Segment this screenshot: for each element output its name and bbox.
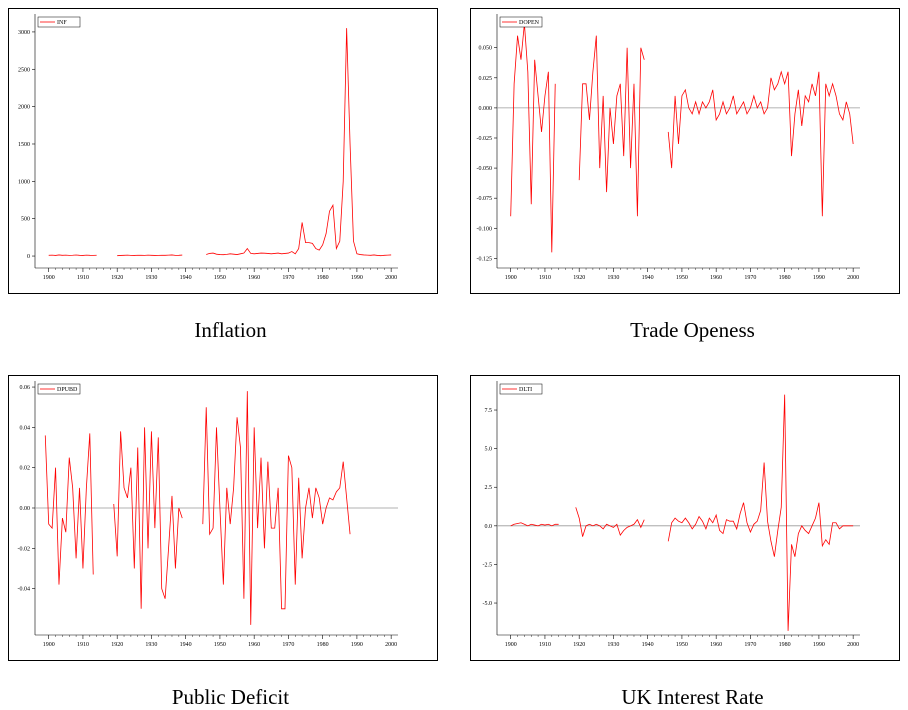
series-line	[48, 28, 392, 257]
series-line	[44, 391, 351, 625]
legend-box	[499, 16, 543, 28]
x-tick-label: 1900	[43, 642, 55, 648]
y-tick-label: -0.075	[477, 196, 493, 202]
x-tick-label: 1990	[351, 275, 363, 281]
chart-caption: Public Deficit	[172, 685, 289, 705]
x-tick-label: 1970	[744, 642, 756, 648]
y-tick-label: -0.025	[477, 136, 493, 142]
legend-label: INF	[57, 20, 67, 26]
y-tick-label: 500	[21, 217, 30, 223]
legend-box	[499, 383, 543, 395]
chart-panel: 0.050 0.025 0.000 -0.025 -0.050 -0.075 -0.100 -…	[470, 8, 900, 342]
y-tick-label: -0.125	[477, 256, 493, 262]
x-tick-label: 1920	[111, 275, 123, 281]
y-tick-label: 0.00	[20, 506, 31, 512]
x-tick-label: 1910	[77, 642, 89, 648]
x-tick-label: 1940	[180, 642, 192, 648]
x-tick-label: 1910	[539, 642, 551, 648]
x-tick-label: 1950	[676, 642, 688, 648]
y-tick-label: 0.02	[20, 466, 31, 472]
y-tick-label: 5.0	[485, 447, 493, 453]
x-tick-label: 1900	[505, 642, 517, 648]
panel-frame	[8, 8, 438, 294]
x-tick-label: 1980	[779, 275, 791, 281]
panel-frame	[8, 375, 438, 661]
x-tick-label: 1940	[642, 275, 654, 281]
x-tick-label: 1960	[248, 642, 260, 648]
x-tick-label: 1970	[282, 642, 294, 648]
y-tick-label: -0.02	[18, 546, 31, 552]
x-tick-label: 1990	[351, 642, 363, 648]
panel-frame	[470, 8, 900, 294]
x-tick-label: 1980	[779, 642, 791, 648]
x-tick-label: 1930	[145, 275, 157, 281]
x-tick-label: 1910	[539, 275, 551, 281]
x-tick-label: 1930	[607, 642, 619, 648]
chart-panel: 0 500 1000 1500 2000 2500 3000 1900 1910 1920 1930…	[8, 8, 438, 342]
x-tick-label: 1950	[214, 642, 226, 648]
x-tick-label: 1910	[77, 275, 89, 281]
series-line	[510, 23, 854, 253]
x-tick-label: 1900	[43, 275, 55, 281]
x-tick-label: 1990	[813, 642, 825, 648]
x-tick-label: 1990	[813, 275, 825, 281]
chart-caption: UK Interest Rate	[621, 685, 763, 705]
x-tick-label: 1920	[573, 642, 585, 648]
y-tick-label: -0.04	[18, 587, 31, 593]
x-tick-label: 1980	[317, 275, 329, 281]
y-tick-label: 1500	[18, 142, 30, 148]
chart-panel: 7.5 5.0 2.5 0.0 -2.5 -5.0 1900 1910 1920 1930 1940…	[470, 375, 900, 709]
chart-panel: 0.06 0.04 0.02 0.00 -0.02 -0.04 1900 1910 1920 19…	[8, 375, 438, 709]
y-tick-label: 0.04	[20, 425, 31, 431]
y-tick-label: -5.0	[483, 601, 493, 607]
y-tick-label: 2.5	[485, 485, 493, 491]
x-tick-label: 1920	[573, 275, 585, 281]
x-tick-label: 1940	[642, 642, 654, 648]
y-tick-label: 2500	[18, 67, 30, 73]
x-tick-label: 1920	[111, 642, 123, 648]
x-tick-label: 1950	[676, 275, 688, 281]
legend-label: DOPEN	[519, 20, 540, 26]
x-tick-label: 2000	[847, 275, 859, 281]
x-tick-label: 2000	[385, 275, 397, 281]
y-tick-label: -0.050	[477, 166, 493, 172]
y-tick-label: -0.100	[477, 226, 493, 232]
y-tick-label: 1000	[18, 179, 30, 185]
y-tick-label: 2000	[18, 105, 30, 111]
x-tick-label: 1980	[317, 642, 329, 648]
x-tick-label: 1960	[710, 275, 722, 281]
y-tick-label: 0	[27, 254, 30, 260]
y-tick-label: 0.06	[20, 385, 31, 391]
chart-caption: Trade Openess	[630, 318, 755, 342]
x-tick-label: 2000	[847, 642, 859, 648]
legend-box	[37, 16, 81, 28]
x-tick-label: 1970	[744, 275, 756, 281]
y-tick-label: 0.050	[479, 46, 493, 52]
y-tick-label: 0.0	[485, 524, 493, 530]
panel-frame	[470, 375, 900, 661]
chart-caption: Inflation	[194, 318, 267, 342]
legend-box	[37, 383, 81, 395]
x-tick-label: 1960	[248, 275, 260, 281]
y-tick-label: 0.025	[479, 76, 493, 82]
x-tick-label: 1960	[710, 642, 722, 648]
legend-label: DLTI	[519, 387, 532, 393]
x-tick-label: 1900	[505, 275, 517, 281]
y-tick-label: 3000	[18, 30, 30, 36]
x-tick-label: 1950	[214, 275, 226, 281]
x-tick-label: 1930	[145, 642, 157, 648]
y-tick-label: 7.5	[485, 408, 493, 414]
x-tick-label: 2000	[385, 642, 397, 648]
x-tick-label: 1940	[180, 275, 192, 281]
y-tick-label: -2.5	[483, 562, 493, 568]
legend-label: DPUBD	[57, 387, 78, 393]
series-line	[510, 394, 854, 631]
x-tick-label: 1970	[282, 275, 294, 281]
y-tick-label: 0.000	[479, 106, 493, 112]
x-tick-label: 1930	[607, 275, 619, 281]
